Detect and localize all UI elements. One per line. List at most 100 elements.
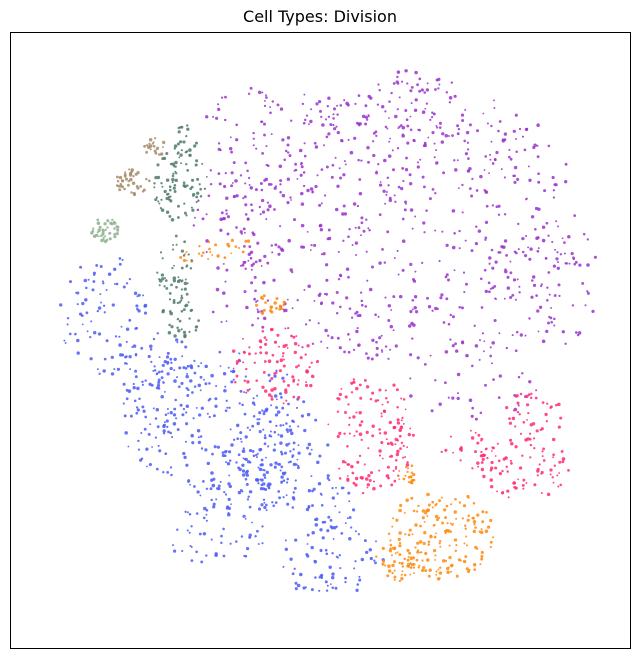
scatter-point (227, 497, 231, 501)
scatter-point (287, 151, 290, 154)
scatter-point (371, 434, 375, 438)
scatter-point (216, 487, 219, 490)
scatter-point (388, 420, 392, 425)
scatter-point (384, 125, 388, 129)
scatter-point (169, 466, 173, 469)
scatter-point (263, 360, 267, 363)
scatter-point (251, 424, 255, 428)
scatter-point (409, 182, 413, 186)
scatter-point (85, 286, 88, 290)
scatter-point (347, 350, 351, 354)
scatter-point (414, 270, 417, 273)
scatter-point (297, 451, 301, 455)
scatter-point (503, 239, 508, 243)
scatter-point (237, 246, 241, 250)
scatter-point (449, 338, 452, 341)
scatter-point (438, 571, 443, 575)
scatter-point (304, 353, 307, 356)
scatter-point (552, 264, 557, 268)
scatter-point (386, 574, 390, 578)
scatter-point (464, 527, 468, 530)
scatter-point (170, 325, 174, 329)
scatter-point (215, 116, 219, 120)
scatter-point (455, 349, 459, 353)
scatter-point (119, 184, 123, 188)
scatter-point (358, 575, 361, 578)
scatter-point (245, 483, 249, 486)
scatter-point (453, 510, 457, 514)
scatter-point (395, 518, 399, 522)
scatter-point (123, 187, 126, 191)
scatter-point (293, 421, 295, 423)
scatter-point (358, 124, 361, 127)
scatter-point (272, 448, 276, 452)
scatter-point (352, 481, 356, 485)
scatter-point (420, 568, 425, 573)
scatter-point (403, 511, 406, 514)
scatter-point (261, 409, 264, 412)
scatter-point (557, 283, 561, 287)
scatter-point (190, 525, 193, 528)
scatter-point (411, 227, 414, 230)
scatter-point (307, 284, 311, 289)
scatter-point (381, 248, 384, 251)
scatter-point (234, 179, 238, 183)
scatter-point (453, 538, 458, 542)
scatter-point (222, 527, 225, 531)
scatter-point (177, 130, 181, 134)
scatter-point (142, 188, 146, 192)
scatter-point (241, 449, 246, 453)
scatter-point (384, 202, 387, 205)
scatter-point (455, 544, 458, 547)
scatter-point (282, 479, 286, 483)
scatter-point (202, 516, 206, 520)
scatter-point (385, 193, 388, 196)
scatter-point (511, 293, 515, 297)
scatter-point (274, 243, 278, 247)
scatter-point (476, 513, 480, 517)
scatter-point (488, 256, 492, 260)
scatter-point (296, 299, 299, 302)
scatter-point (450, 503, 453, 506)
scatter-point (414, 310, 419, 314)
scatter-point (244, 517, 247, 520)
scatter-point (300, 202, 305, 206)
scatter-point (477, 433, 481, 437)
scatter-point (179, 256, 183, 259)
scatter-point (399, 447, 402, 450)
scatter-point (384, 389, 387, 392)
plot-frame (10, 32, 631, 649)
scatter-point (525, 403, 530, 407)
scatter-point (272, 278, 276, 282)
scatter-point (89, 335, 92, 339)
scatter-point (280, 465, 284, 469)
scatter-point (376, 103, 380, 106)
scatter-point (387, 184, 390, 187)
scatter-point (292, 378, 296, 382)
scatter-point (277, 463, 280, 466)
scatter-point (455, 574, 459, 578)
scatter-point (528, 257, 532, 261)
scatter-point (162, 381, 165, 384)
scatter-point (411, 533, 414, 536)
scatter-point (144, 379, 147, 382)
scatter-point (318, 576, 321, 579)
scatter-point (338, 554, 341, 557)
scatter-point (185, 292, 189, 296)
scatter-point (250, 203, 253, 206)
scatter-point (280, 452, 284, 456)
scatter-point (430, 409, 434, 413)
scatter-point (116, 228, 120, 232)
scatter-point (356, 314, 360, 317)
scatter-point (243, 412, 247, 416)
scatter-point (416, 161, 420, 164)
scatter-point (503, 132, 508, 136)
scatter-point (281, 471, 285, 475)
scatter-point (354, 241, 359, 245)
scatter-point (293, 341, 298, 346)
scatter-point (190, 206, 193, 209)
scatter-point (332, 537, 335, 540)
scatter-point (284, 547, 288, 551)
scatter-point (263, 501, 266, 504)
scatter-point (134, 352, 138, 356)
